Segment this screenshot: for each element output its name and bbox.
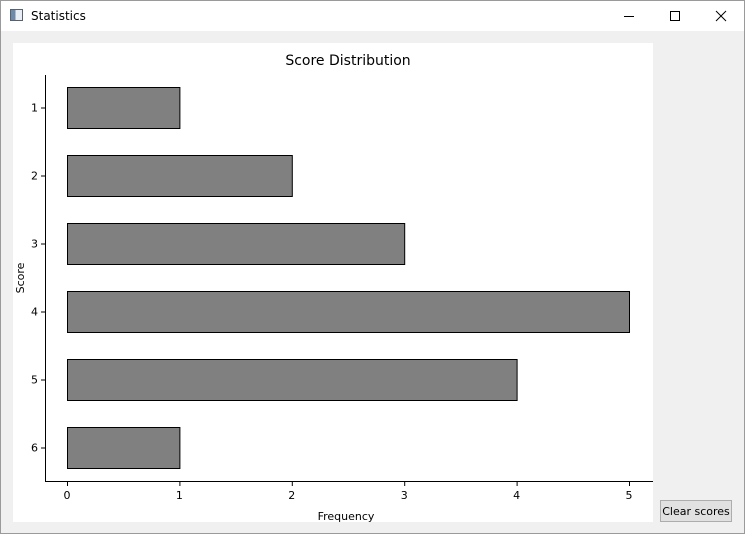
bar-score-2 (67, 155, 293, 197)
window-title: Statistics (31, 9, 86, 23)
window-app-icon (10, 9, 23, 21)
minimize-icon (624, 16, 634, 17)
title-bar[interactable]: Statistics (1, 1, 744, 31)
y-axis-label: Score (14, 262, 27, 293)
x-tick-label: 1 (176, 489, 183, 502)
minimize-button[interactable] (606, 1, 652, 31)
y-tick-label: 4 (31, 306, 38, 319)
y-tick-label: 3 (31, 238, 38, 251)
y-ticks: 1 2 3 4 5 6 (31, 102, 45, 455)
bar-score-4 (67, 291, 630, 333)
close-icon (715, 10, 727, 22)
bar-score-6 (67, 427, 181, 469)
y-tick-label: 6 (31, 442, 38, 455)
maximize-icon (670, 11, 680, 21)
x-tick-label: 3 (401, 489, 408, 502)
chart-panel: Score Distribution Frequency Score 1 2 3 4 5… (13, 43, 653, 523)
bar-score-1 (67, 87, 181, 129)
bar-score-5 (67, 359, 518, 401)
x-tick-label: 4 (513, 489, 520, 502)
x-tick-label: 0 (64, 489, 71, 502)
y-tick-label: 2 (31, 170, 38, 183)
y-tick-label: 5 (31, 374, 38, 387)
score-distribution-chart: Score Distribution Frequency Score 1 2 3 4 5… (14, 53, 653, 523)
x-axis-label: Frequency (318, 510, 375, 522)
x-tick-label: 2 (288, 489, 295, 502)
bars (67, 87, 630, 469)
x-ticks: 0 1 2 3 4 5 (64, 482, 633, 502)
clear-scores-button[interactable]: Clear scores (660, 500, 732, 522)
x-tick-label: 5 (626, 489, 633, 502)
y-tick-label: 1 (31, 102, 38, 115)
close-button[interactable] (698, 1, 744, 31)
chart-title: Score Distribution (285, 53, 410, 69)
maximize-button[interactable] (652, 1, 698, 31)
bar-score-3 (67, 223, 406, 265)
